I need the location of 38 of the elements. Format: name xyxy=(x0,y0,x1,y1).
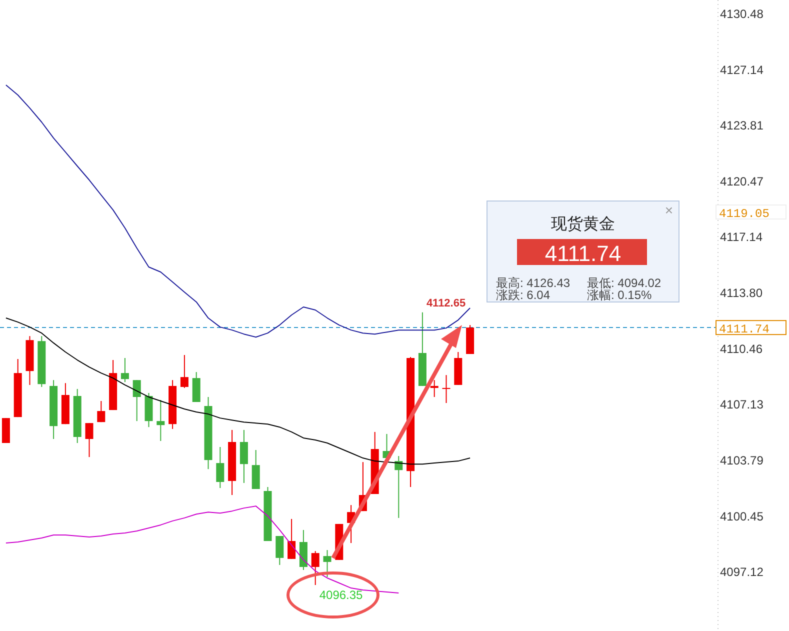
candlestick xyxy=(192,372,200,402)
candlestick xyxy=(240,429,248,484)
candlestick xyxy=(323,550,332,578)
annotation: 涨幅: 0.15% xyxy=(587,288,652,302)
text: 4119.05 xyxy=(719,207,770,221)
candlestick xyxy=(156,399,165,442)
candlestick xyxy=(180,354,188,388)
candlestick xyxy=(120,358,129,383)
y-tick-label: 4110.46 xyxy=(720,342,763,356)
candlestick xyxy=(311,550,320,586)
candlestick xyxy=(430,380,438,398)
candlestick xyxy=(276,536,284,566)
candlestick xyxy=(132,380,141,422)
y-tick-label: 4103.79 xyxy=(720,454,764,468)
y-tick-label: 4123.81 xyxy=(720,118,764,133)
candlestick xyxy=(85,422,94,458)
annotation: 现货黄金 xyxy=(551,215,615,233)
y-tick-label: 4097.12 xyxy=(720,565,764,580)
ref-line-label: 4111.74 xyxy=(719,322,770,337)
annotation: × xyxy=(664,202,674,218)
y-tick-label: 4130.48 xyxy=(720,7,764,22)
candlestick xyxy=(252,450,260,490)
y-tick-label: 4117.14 xyxy=(720,230,763,244)
candlestick xyxy=(442,374,450,404)
candlestick xyxy=(288,518,296,560)
annotation: 最高: 4126.43 xyxy=(496,276,570,290)
candlestick xyxy=(216,446,224,488)
annotation: 最低: 4094.02 xyxy=(587,276,662,290)
y-tick-label: 4107.13 xyxy=(720,398,764,412)
y-tick-label: 4120.47 xyxy=(720,174,764,189)
annotation: 4111.74 xyxy=(544,241,622,266)
y-tick-label: 4113.80 xyxy=(720,286,763,300)
annotation: 4112.65 xyxy=(426,297,466,310)
annotation: 4096.35 xyxy=(319,588,364,602)
candlestick xyxy=(97,400,106,423)
annotation: 涨跌: 6.04 xyxy=(496,288,550,302)
y-tick-label: 4127.14 xyxy=(720,62,764,77)
y-tick-label: 4100.45 xyxy=(720,509,764,524)
